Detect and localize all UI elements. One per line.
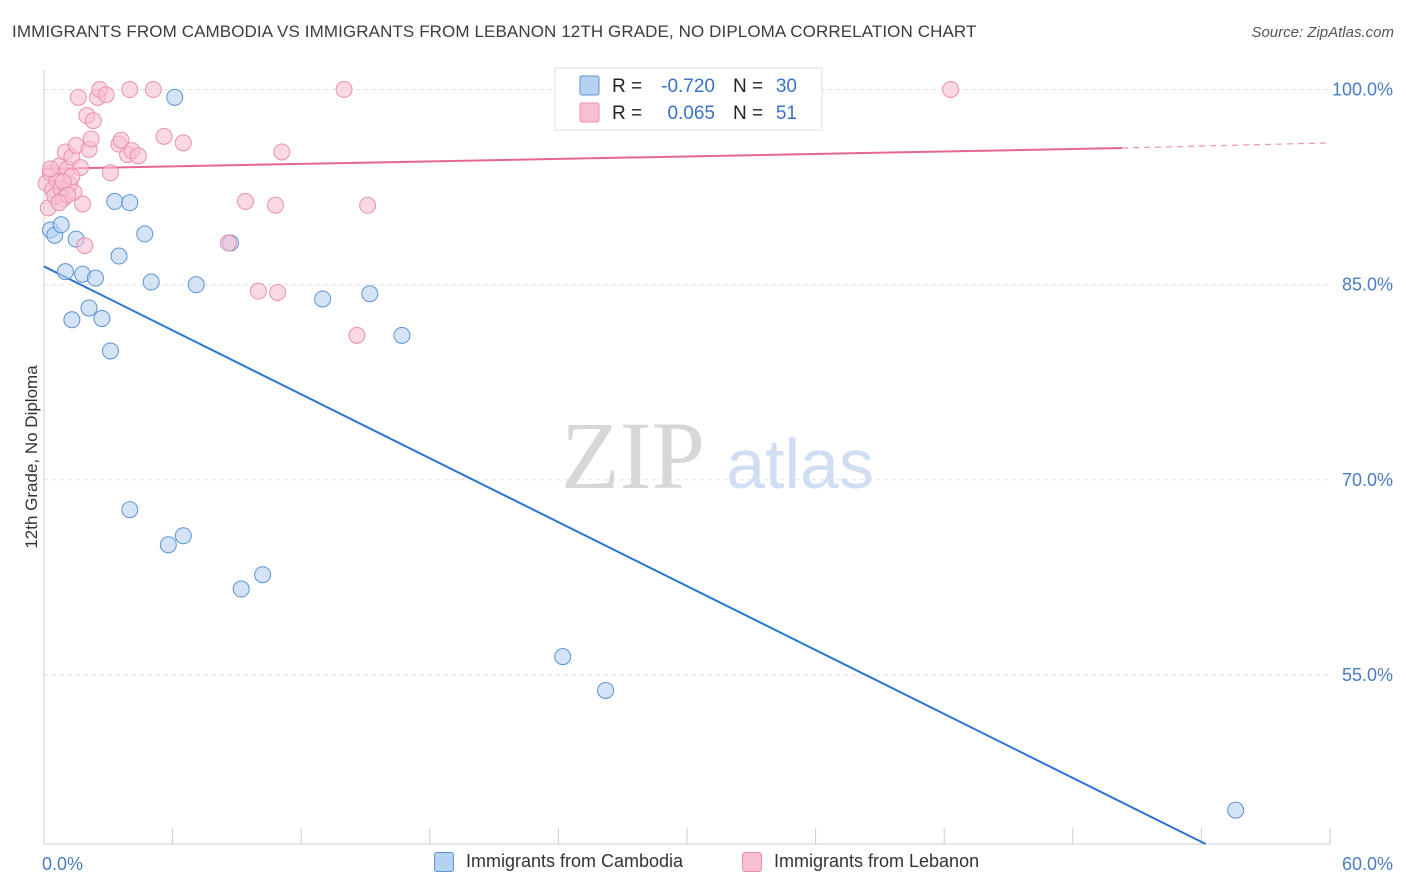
cambodia-trend-line	[43, 265, 1207, 845]
cambodia-point-2	[52, 216, 70, 234]
legend-top-r-label-lebanon: R =	[612, 103, 642, 124]
lebanon-point-43	[348, 326, 366, 344]
legend-item-lebanon[interactable]: Immigrants from Lebanon	[742, 851, 979, 872]
y-tick-label-0: 55.0%	[1342, 665, 1393, 685]
legend-label-lebanon: Immigrants from Lebanon	[774, 851, 980, 871]
legend-top-swatch-cambodia	[579, 75, 600, 96]
cambodia-point-13	[121, 194, 139, 212]
lebanon-point-18	[76, 237, 94, 255]
chart-title: IMMIGRANTS FROM CAMBODIA VS IMMIGRANTS F…	[12, 22, 977, 41]
legend-top-n-label-cambodia: N =	[733, 76, 763, 97]
cambodia-point-4	[63, 311, 81, 329]
legend-top-n-value-lebanon: 51	[776, 103, 797, 124]
lebanon-trend-line	[43, 147, 1123, 170]
lebanon-trend-extension	[1122, 142, 1331, 149]
watermark-zip: ZIP	[561, 402, 705, 509]
legend-swatch-lebanon	[742, 851, 762, 872]
lebanon-point-22	[84, 112, 102, 130]
cambodia-point-24	[174, 527, 192, 545]
lebanon-point-41	[273, 143, 291, 161]
lebanon-point-28	[112, 131, 130, 149]
cambodia-point-27	[554, 648, 572, 666]
legend-swatch-cambodia	[434, 851, 454, 872]
trend-lines	[43, 142, 1331, 845]
legend-top: R = -0.720 N = 30 R = 0.065 N = 51	[554, 67, 823, 131]
cambodia-point-16	[166, 88, 184, 106]
legend-top-n-label-lebanon: N =	[733, 103, 763, 124]
source-credit: Source: ZipAtlas.com	[1251, 24, 1394, 41]
legend-top-n-value-cambodia: 30	[776, 76, 797, 97]
cambodia-point-14	[136, 225, 154, 243]
lebanon-point-37	[236, 192, 254, 210]
legend-top-r-label-cambodia: R =	[612, 76, 642, 97]
lebanon-point-50	[50, 194, 68, 212]
cambodia-point-3	[56, 263, 74, 281]
cambodia-point-29	[1227, 801, 1245, 819]
legend-item-cambodia[interactable]: Immigrants from Cambodia	[434, 851, 683, 872]
watermark-atlas: atlas	[726, 425, 874, 503]
cambodia-point-9	[93, 309, 111, 327]
lebanon-point-33	[144, 81, 162, 99]
lebanon-point-36	[219, 234, 237, 252]
cambodia-point-8	[86, 269, 104, 287]
cambodia-point-10	[101, 342, 119, 360]
axes	[43, 70, 1331, 845]
watermark: ZIP atlas	[561, 402, 874, 509]
cambodia-point-17	[187, 276, 205, 294]
lebanon-point-40	[269, 283, 287, 301]
lebanon-point-42	[335, 81, 353, 99]
y-axis-label: 12th Grade, No Diploma	[22, 365, 41, 549]
cambodia-point-22	[121, 501, 139, 519]
cambodia-point-20	[361, 285, 379, 303]
legend-label-cambodia: Immigrants from Cambodia	[466, 851, 684, 871]
legend-bottom: Immigrants from Cambodia Immigrants from…	[0, 851, 1406, 877]
y-tick-label-3: 100.0%	[1332, 80, 1393, 100]
cambodia-point-28	[597, 682, 615, 700]
cambodia-point-12	[110, 247, 128, 265]
y-tick-label-1: 70.0%	[1342, 470, 1393, 490]
cambodia-point-26	[254, 566, 272, 584]
lebanon-point-17	[74, 195, 92, 213]
x-tick-label-0: 0.0%	[42, 854, 83, 874]
lebanon-point-15	[69, 88, 87, 106]
lebanon-point-25	[97, 86, 115, 104]
cambodia-point-11	[106, 192, 124, 210]
lebanon-point-34	[155, 127, 173, 145]
legend-top-r-value-lebanon: 0.065	[667, 103, 715, 124]
lebanon-point-35	[174, 134, 192, 152]
lebanon-point-32	[129, 147, 147, 165]
cambodia-point-25	[232, 580, 250, 598]
y-tick-label-2: 85.0%	[1342, 275, 1393, 295]
legend-top-swatch-lebanon	[579, 102, 600, 123]
cambodia-point-7	[80, 299, 98, 317]
tick-labels: 55.0% 70.0% 85.0% 100.0% 0.0% 60.0%	[42, 80, 1393, 874]
lebanon-point-45	[942, 81, 960, 99]
lebanon-point-26	[101, 164, 119, 182]
lebanon-point-30	[121, 81, 139, 99]
lebanon-point-38	[249, 282, 267, 300]
cambodia-point-15	[142, 273, 160, 291]
lebanon-point-49	[41, 160, 59, 178]
cambodia-point-19	[314, 290, 332, 308]
lebanon-point-44	[359, 196, 377, 214]
lebanon-point-39	[266, 196, 284, 214]
x-tick-label-1: 60.0%	[1342, 854, 1393, 874]
cambodia-point-23	[159, 536, 177, 554]
series-lebanon-points	[37, 81, 960, 344]
cambodia-point-21	[393, 326, 411, 344]
legend-top-r-value-cambodia: -0.720	[661, 76, 715, 97]
lebanon-point-21	[82, 130, 100, 148]
